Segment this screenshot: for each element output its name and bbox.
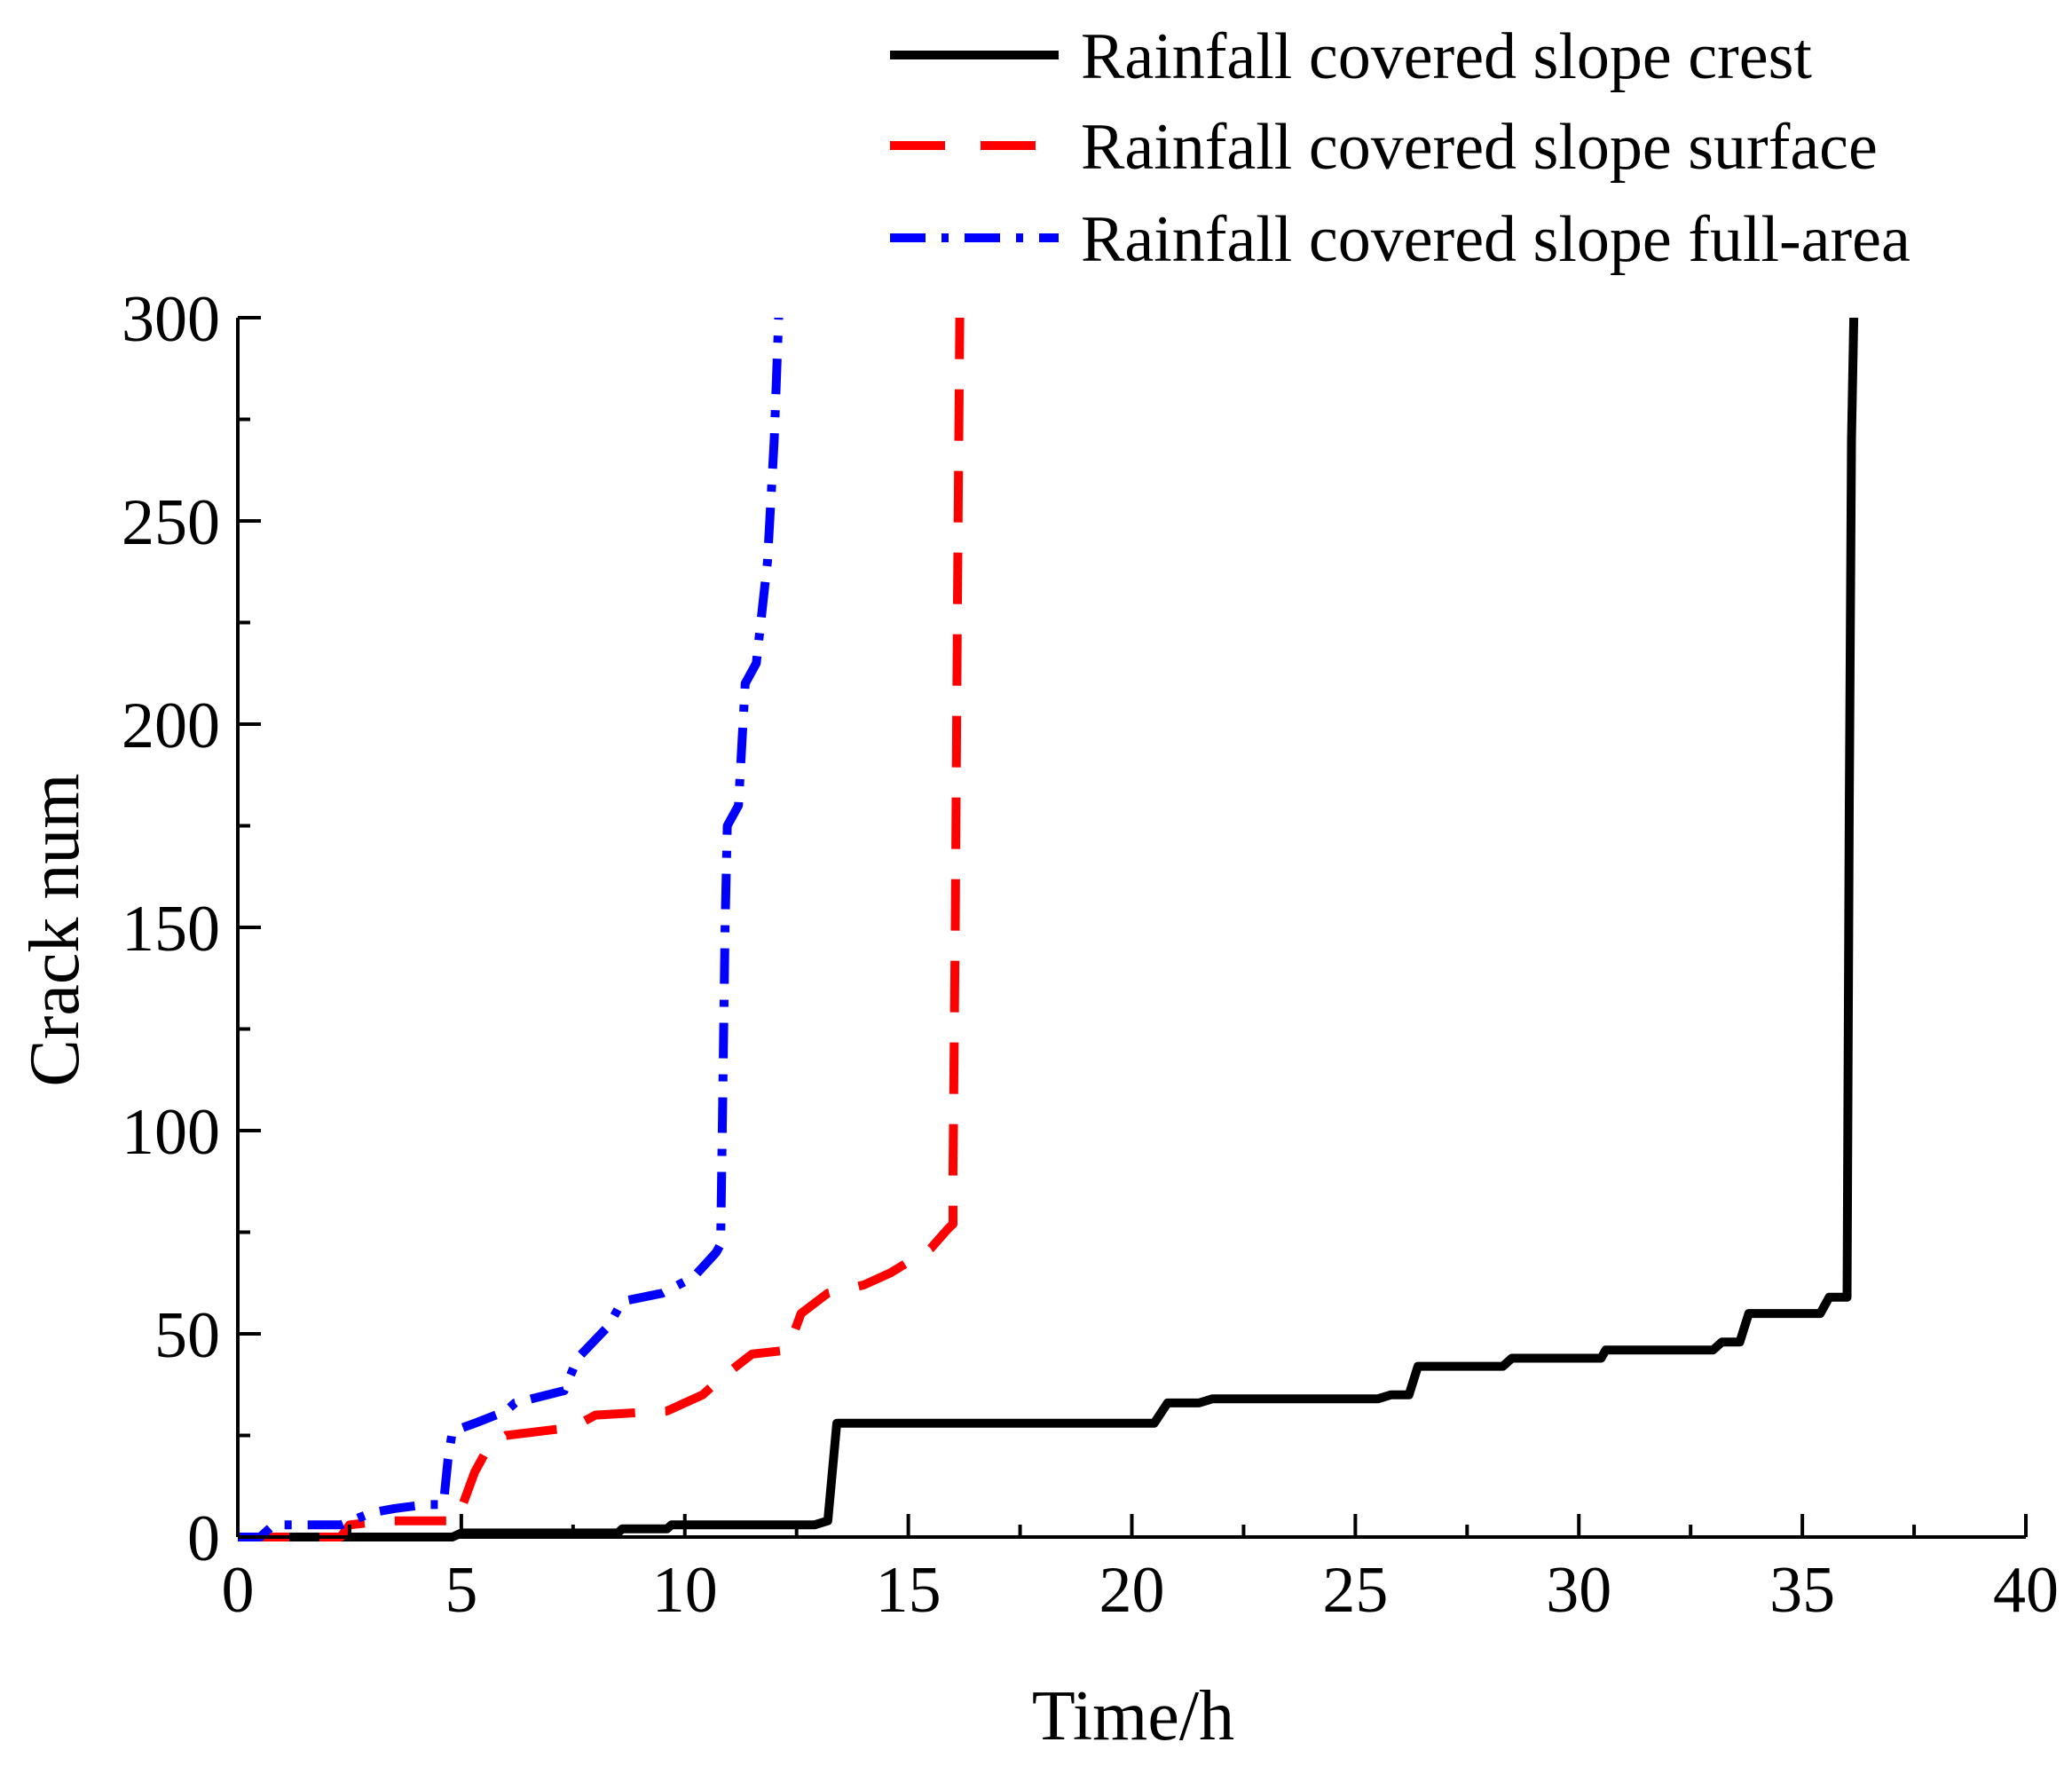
- series-layer: [238, 318, 1859, 1541]
- legend-label-1: Rainfall covered slope crest: [1081, 20, 1812, 93]
- y-tick-label: 0: [187, 1502, 220, 1575]
- y-tick-label: 150: [122, 893, 220, 966]
- x-tick-label: 15: [876, 1554, 941, 1627]
- y-tick-label: 50: [154, 1299, 220, 1372]
- x-tick-label: 5: [445, 1554, 477, 1627]
- series-line-3: [238, 318, 784, 1541]
- tick-labels: 0 5 10 15 20 25 30 35 40 0 50 100 150 200 250 300: [122, 283, 2059, 1627]
- x-axis-title: Time/h: [1032, 1677, 1234, 1755]
- x-tick-label: 40: [1993, 1554, 2059, 1627]
- legend-label-2: Rainfall covered slope surface: [1081, 111, 1878, 184]
- y-axis-title: Crack num: [16, 773, 94, 1086]
- y-tick-label: 250: [122, 486, 220, 559]
- x-tick-label: 20: [1099, 1554, 1165, 1627]
- x-tick-label: 25: [1322, 1554, 1388, 1627]
- x-tick-label: 0: [222, 1554, 255, 1627]
- legend-label-3: Rainfall covered slope full-area: [1081, 203, 1910, 276]
- y-tick-label: 200: [122, 690, 220, 762]
- x-tick-label: 35: [1769, 1554, 1835, 1627]
- y-tick-label: 300: [122, 283, 220, 356]
- series-line-2: [238, 318, 965, 1541]
- axes: [236, 316, 2028, 1539]
- x-tick-label: 10: [652, 1554, 718, 1627]
- series-line-1: [238, 318, 1859, 1541]
- legend: Rainfall covered slope crest Rainfall cov…: [890, 20, 1910, 276]
- y-tick-label: 100: [122, 1096, 220, 1169]
- x-tick-label: 30: [1546, 1554, 1611, 1627]
